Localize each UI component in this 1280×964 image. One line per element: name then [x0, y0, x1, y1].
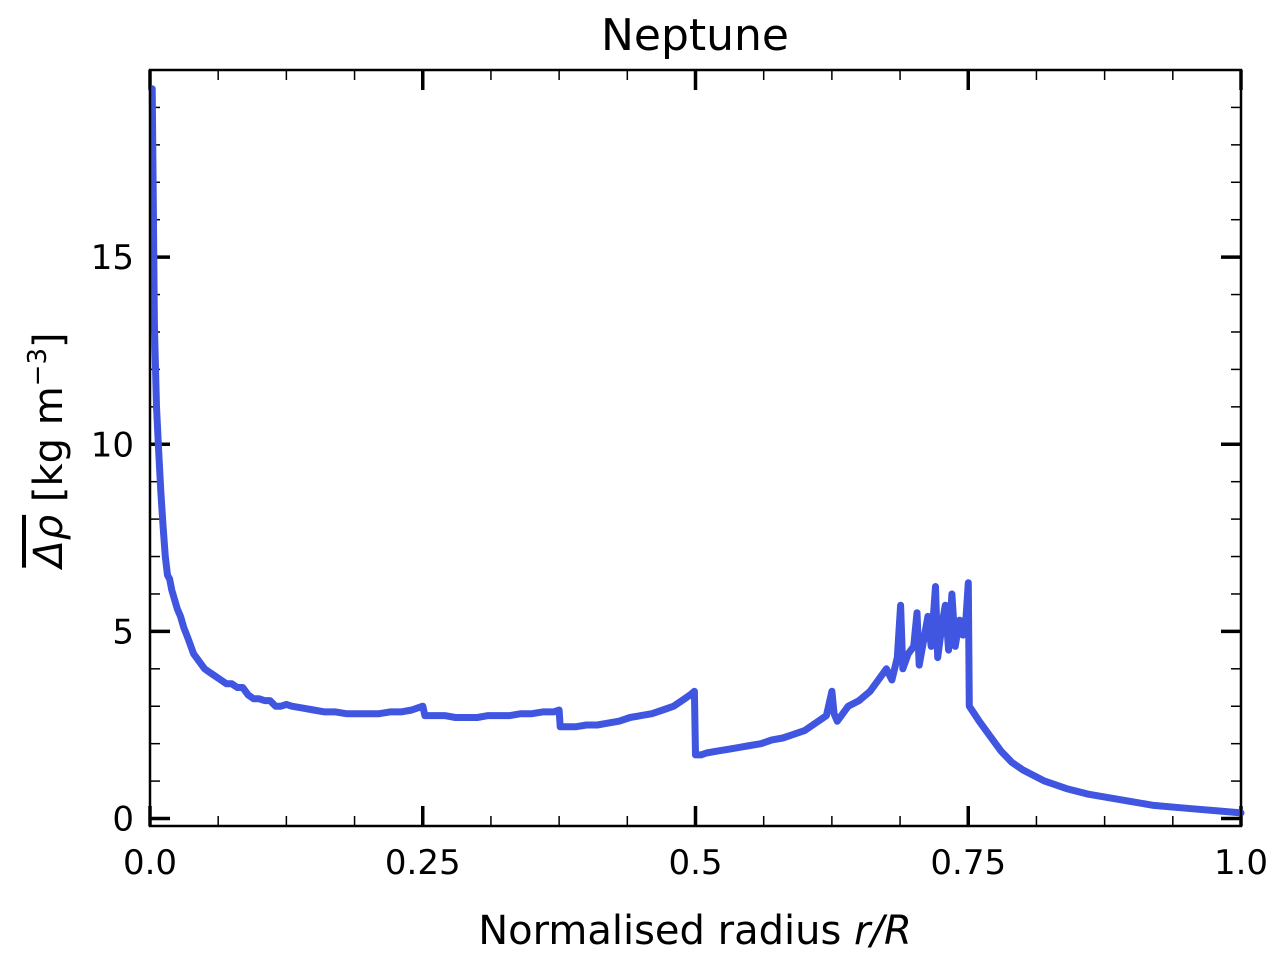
y-axis-title-exponent: −3 — [23, 348, 53, 386]
x-tick-label: 1.0 — [1214, 843, 1268, 883]
y-axis-title: Δρ [kg m−3] — [23, 332, 72, 570]
x-axis-title: Normalised radius r/R — [478, 908, 911, 954]
x-tick-label: 0.5 — [668, 843, 722, 883]
series-line — [148, 85, 1245, 817]
x-tick-labels: 0.0 0.25 0.5 0.75 1.0 — [123, 843, 1268, 883]
y-tick-label: 5 — [112, 612, 134, 652]
x-tick-label: 0.75 — [930, 843, 1006, 883]
y-tick-label: 10 — [91, 425, 134, 465]
y-tick-label: 15 — [91, 238, 134, 278]
y-axis-title-unit: [kg m — [26, 386, 72, 515]
x-tick-label: 0.25 — [385, 843, 461, 883]
plot-frame — [148, 68, 1243, 828]
y-axis-title-group: Δρ [kg m−3] — [23, 332, 72, 570]
chart-title: Neptune — [601, 10, 789, 61]
y-tick-label: 0 — [112, 800, 134, 840]
y-axis-title-close: ] — [26, 332, 72, 348]
y-tick-labels: 0 5 10 15 — [91, 238, 134, 839]
y-axis-title-symbol: Δρ — [26, 515, 72, 571]
x-axis-title-variable: r/R — [854, 908, 912, 954]
x-axis-title-text: Normalised radius — [478, 908, 854, 954]
x-tick-label: 0.0 — [123, 843, 177, 883]
